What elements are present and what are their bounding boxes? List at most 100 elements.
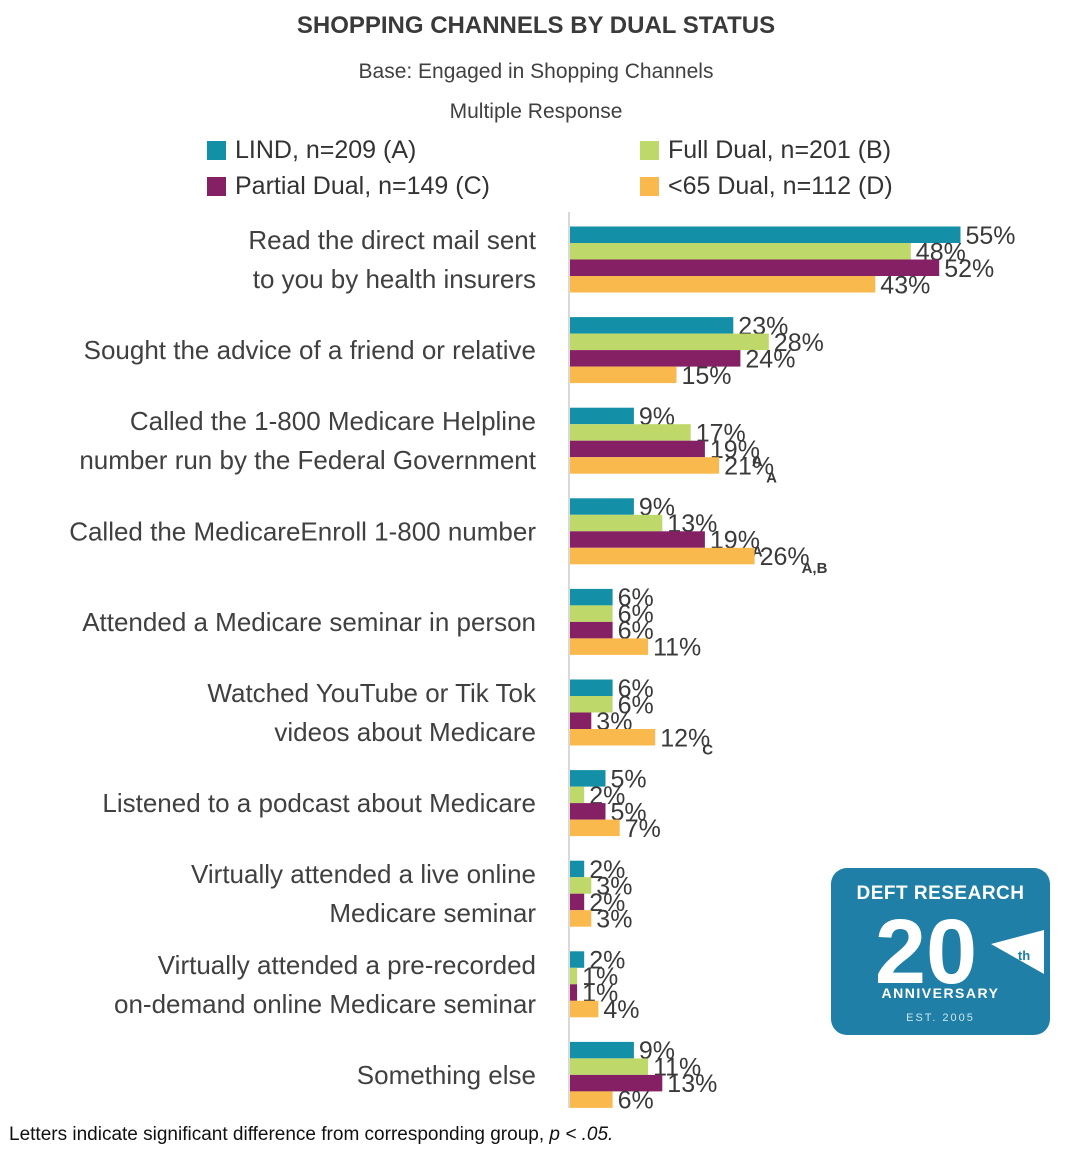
category-label: Something else [357,1060,536,1090]
bar [570,786,585,804]
bar [570,259,940,276]
footnote-text: Letters indicate significant difference … [9,1124,550,1145]
data-label: 2% [589,889,625,917]
data-label: 5% [611,765,647,793]
category-label: Called the 1-800 Medicare Helpline [130,406,536,436]
data-label: 13% [667,1070,717,1098]
bar [570,621,613,639]
bar [570,440,705,458]
data-label: 3% [596,872,632,900]
bar [570,729,656,746]
data-label: 52% [944,255,994,283]
bar [570,638,649,655]
category-label: Listened to a podcast about Medicare [102,788,536,818]
logo-est: EST. 2005 [906,1012,975,1024]
data-label: 6% [618,675,654,703]
legend-item-lind: LIND, n=209 (A) [207,136,416,165]
data-label: 24% [745,345,795,373]
data-label: 43% [880,271,930,299]
legend-label-partial-dual: Partial Dual, n=149 (C) [235,172,490,200]
bar [570,1074,663,1092]
bar [570,243,911,260]
bar [570,531,705,548]
bar [570,588,613,606]
bar [570,984,578,1001]
legend-label-under65-dual: <65 Dual, n=112 (D) [668,172,893,200]
legend-swatch-full-dual [640,141,659,160]
footnote: Letters indicate significant difference … [9,1124,613,1146]
bar [570,226,961,243]
bar [570,276,876,293]
legend-swatch-under65-dual [640,177,659,196]
legend-swatch-partial-dual [207,177,226,196]
logo-20-mark: 20 th [875,901,1044,1003]
bar [570,1058,649,1075]
significance-label: A [766,469,777,486]
data-label: 6% [618,1087,654,1115]
bar [570,819,620,837]
data-label: 3% [596,905,632,933]
data-label: 55% [966,222,1016,250]
bar [570,333,769,351]
deft-research-logo: DEFT RESEARCH 20 th ANNIVERSARY EST. 200… [831,868,1050,1035]
bar [570,407,634,425]
category-label: Sought the advice of a friend or relativ… [84,335,536,365]
footnote-threshold: < .05. [559,1124,614,1145]
category-label: Called the MedicareEnroll 1-800 number [69,516,536,546]
chart-title: SHOPPING CHANNELS BY DUAL STATUS [296,12,776,39]
bar [570,1000,599,1018]
bar [570,317,734,334]
category-label: number run by the Federal Government [79,445,536,475]
logo-brand: DEFT RESEARCH [856,883,1025,904]
data-label: 15% [682,362,732,390]
category-label: Watched YouTube or Tik Tok [207,678,537,708]
bar [570,514,663,532]
significance-label: A [752,453,763,470]
bar [570,967,578,985]
data-label: 2% [589,947,625,975]
bar [570,696,613,713]
data-label: 1% [582,963,618,991]
data-label: 26% [760,543,810,571]
bar [570,605,613,622]
bar [570,1041,634,1059]
bar [570,712,592,729]
data-label: 4% [603,996,639,1024]
legend-item-under65-dual: <65 Dual, n=112 (D) [640,172,893,201]
bar [570,547,755,565]
logo-number: 20 [875,901,977,1003]
category-label: Read the direct mail sent [248,225,536,255]
bar [570,951,585,968]
legend-item-partial-dual: Partial Dual, n=149 (C) [207,172,490,201]
data-label: 28% [774,329,824,357]
bar [570,424,691,441]
data-label: 7% [625,815,661,843]
category-label: Attended a Medicare seminar in person [82,607,536,637]
bar [570,770,606,787]
data-label: 6% [618,584,654,612]
logo-flag-icon [991,930,1044,974]
chart-note: Multiple Response [449,100,623,123]
footnote-p: p [549,1124,560,1145]
data-label: 2% [589,856,625,884]
bar [570,366,677,384]
category-label: to you by health insurers [253,264,536,294]
bar [570,860,585,878]
bar [570,893,585,911]
legend-label-lind: LIND, n=209 (A) [235,136,417,164]
bar [570,457,720,474]
bar [570,679,613,696]
legend-item-full-dual: Full Dual, n=201 (B) [640,136,891,165]
category-label: Medicare seminar [329,898,536,928]
significance-label: A [752,544,763,561]
category-label: Virtually attended a pre-recorded [158,950,536,980]
data-label: 21% [724,452,774,480]
bar [570,350,741,367]
category-label: Virtually attended a live online [191,859,536,889]
bar [570,498,634,515]
bar [570,803,606,820]
legend-swatch-lind [207,141,226,160]
category-label: videos about Medicare [274,717,536,747]
logo-anniversary: ANNIVERSARY [881,985,1000,1001]
